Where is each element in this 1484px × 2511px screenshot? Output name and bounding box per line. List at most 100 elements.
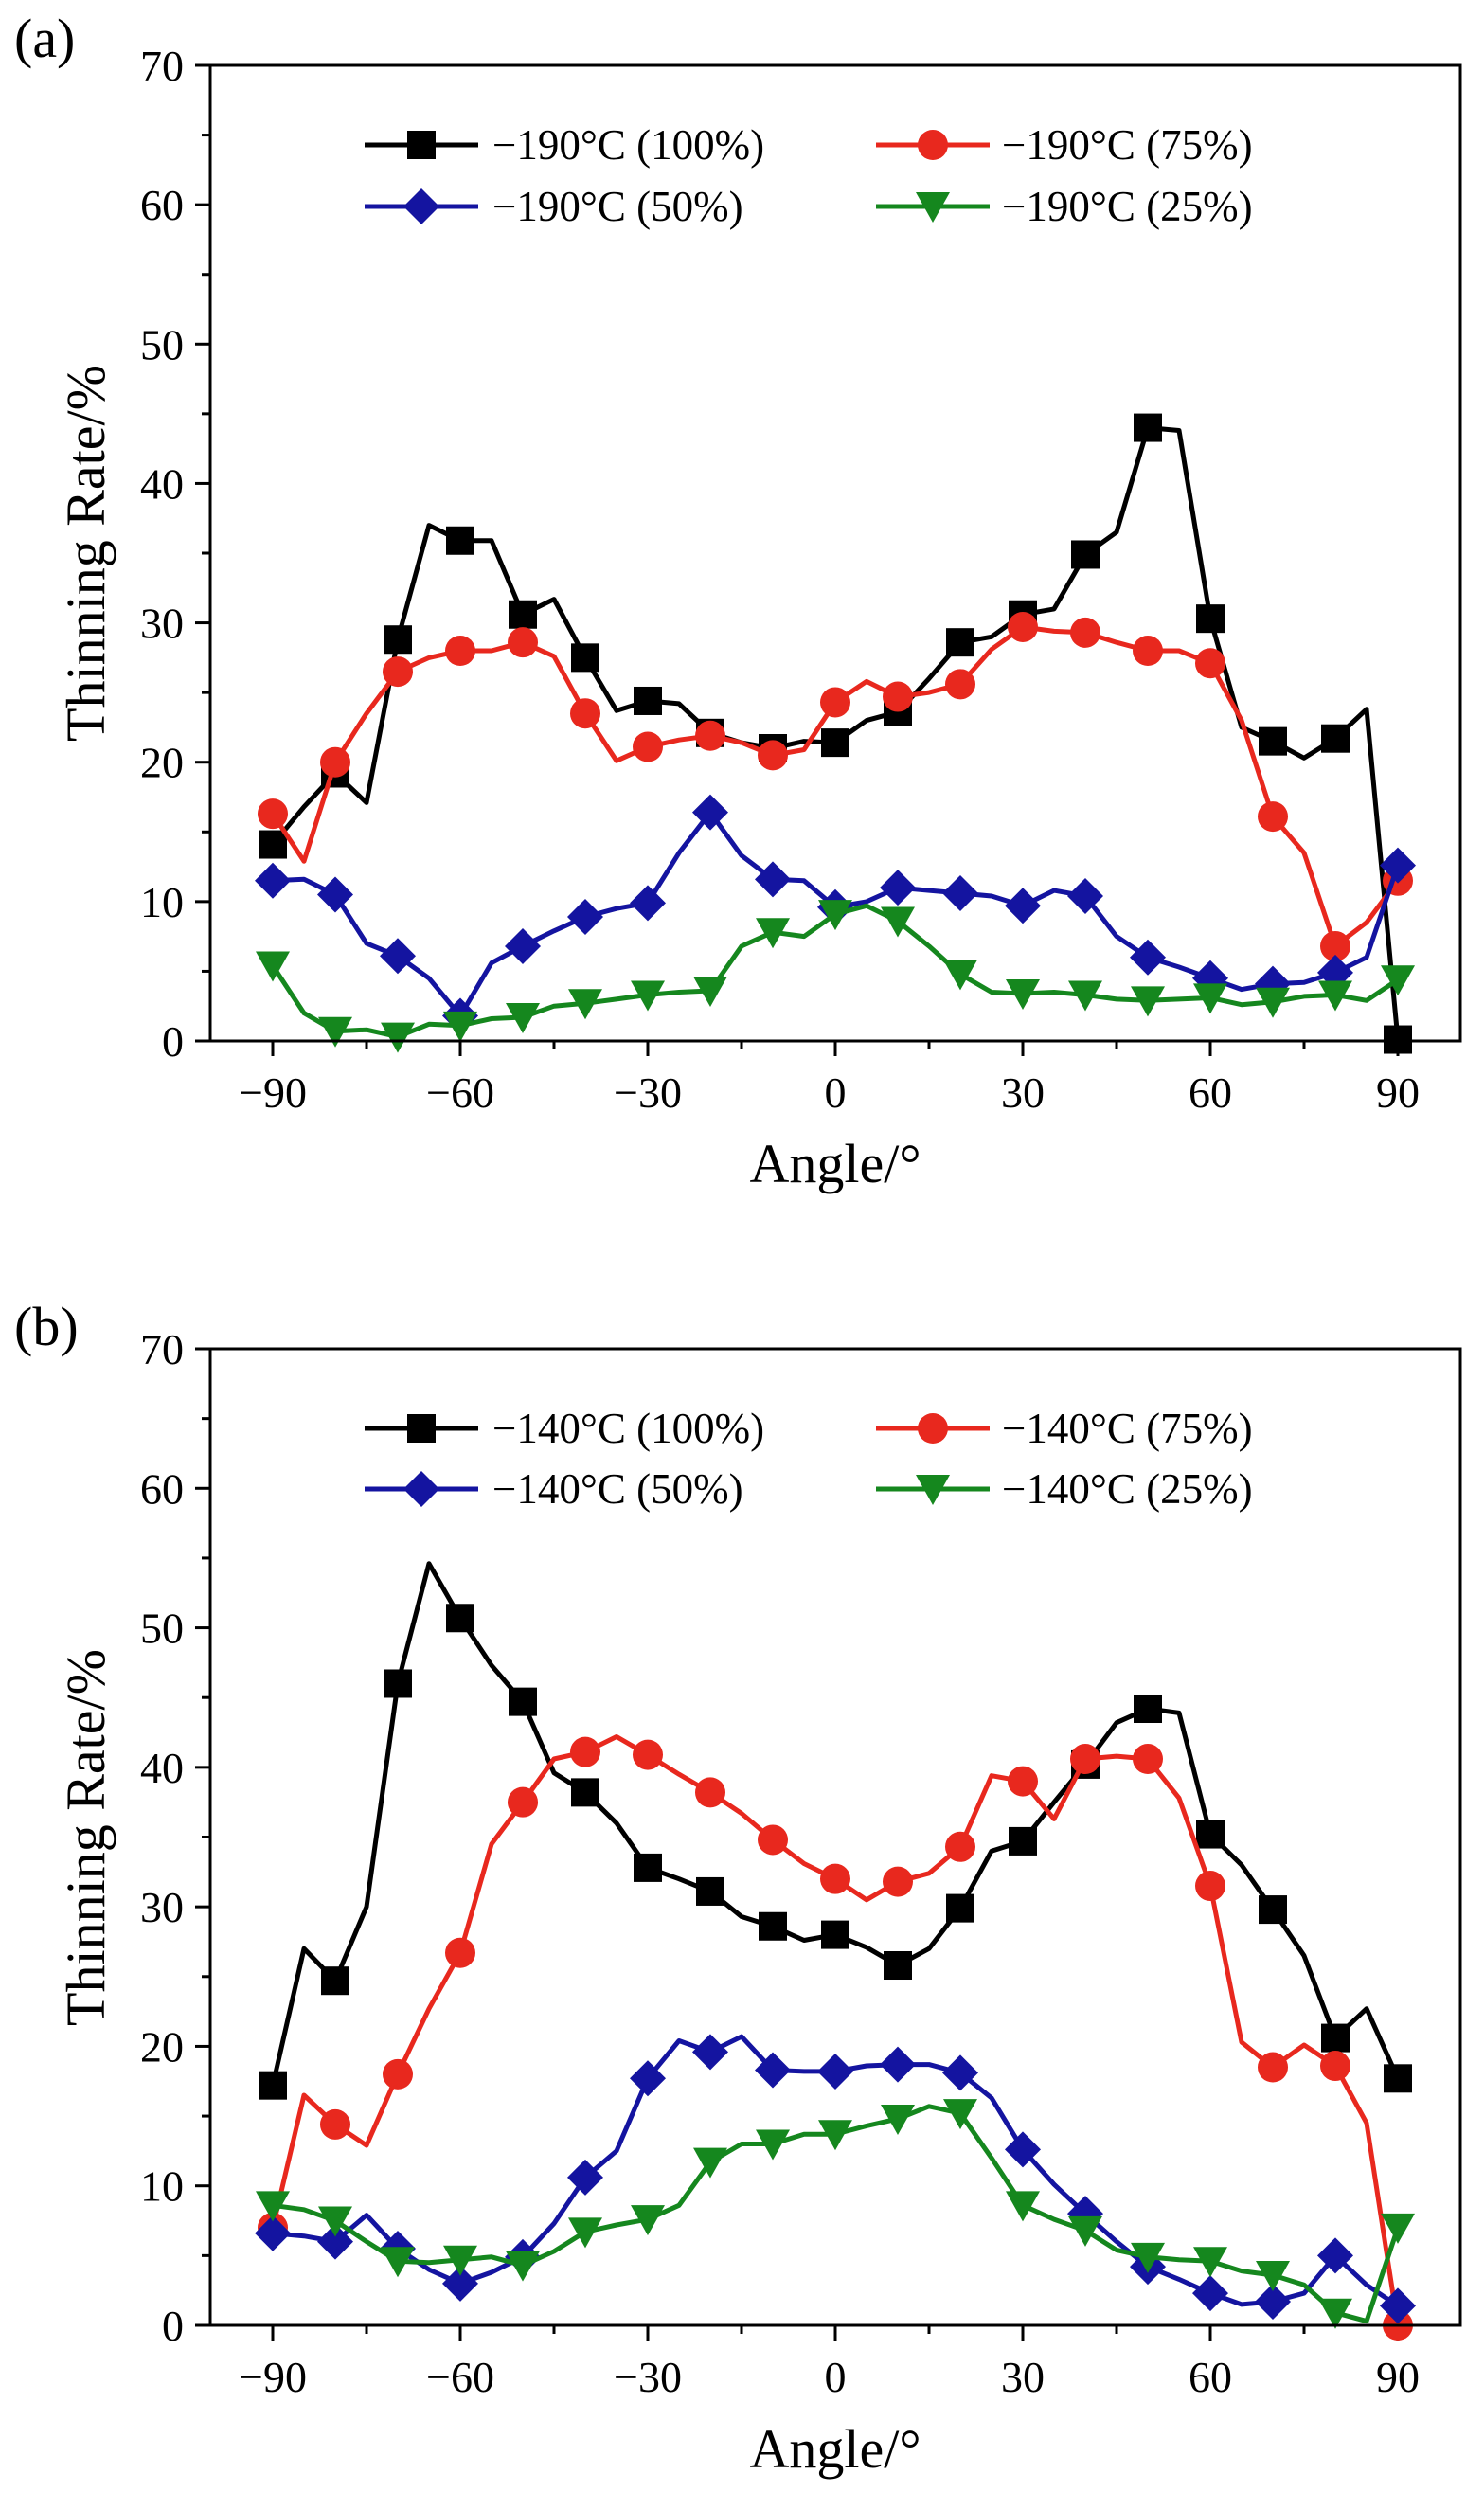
legend-entry-1: −140°C (100%) xyxy=(365,1405,764,1452)
data-point xyxy=(1005,888,1041,924)
x-tick-label: −30 xyxy=(614,1068,682,1117)
legend-label: −190°C (50%) xyxy=(492,183,743,230)
legend-label: −140°C (50%) xyxy=(492,1465,743,1513)
legend-marker-group xyxy=(918,130,948,160)
data-point xyxy=(634,686,662,715)
y-tick-label: 40 xyxy=(140,1744,184,1792)
series-layer xyxy=(255,413,1416,1054)
x-axis-title: Angle/° xyxy=(749,1133,921,1194)
data-point xyxy=(1134,1694,1162,1723)
data-point xyxy=(1258,801,1288,833)
data-point xyxy=(693,977,727,1008)
data-point xyxy=(630,2060,666,2097)
data-point xyxy=(818,900,852,931)
legend-marker-group xyxy=(916,1475,950,1505)
data-point xyxy=(317,2223,353,2260)
data-point xyxy=(946,1893,974,1923)
data-point xyxy=(1317,2237,1353,2274)
data-point xyxy=(1133,1744,1163,1775)
legend-entry-2: −190°C (75%) xyxy=(876,121,1253,169)
series-line-2 xyxy=(270,1734,1401,2326)
panel-a: (a) −90 −60 −30 0 30 60 90 0 10 20 30 40 50 60 70 −190… xyxy=(14,8,1462,1194)
x-tick-label: −30 xyxy=(614,2353,682,2401)
data-point xyxy=(881,906,915,938)
data-point xyxy=(383,656,413,688)
data-point xyxy=(255,862,291,899)
data-point xyxy=(1258,2052,1288,2083)
legend-entry-3: −190°C (50%) xyxy=(365,183,743,230)
data-point xyxy=(817,2053,853,2090)
y-tick-label: 50 xyxy=(140,1605,184,1653)
y-tick-label: 30 xyxy=(140,1883,184,1931)
data-point xyxy=(568,2217,602,2249)
data-point xyxy=(568,989,602,1020)
data-point xyxy=(1131,2242,1165,2273)
legend-marker xyxy=(918,1413,948,1444)
data-point xyxy=(442,2265,478,2302)
data-point xyxy=(321,1966,349,1996)
data-point xyxy=(380,938,416,975)
data-point xyxy=(1259,1895,1287,1925)
plot-frame xyxy=(208,63,1462,1043)
legend-marker-group xyxy=(407,131,436,159)
data-point xyxy=(755,2052,791,2089)
data-point xyxy=(883,681,913,712)
y-tick-label: 60 xyxy=(140,181,184,229)
legend-marker xyxy=(407,131,436,159)
data-point xyxy=(1068,2215,1102,2247)
data-point xyxy=(1192,2275,1228,2312)
data-point xyxy=(320,746,350,778)
data-point xyxy=(1134,413,1162,442)
plot-frame xyxy=(208,1347,1462,2327)
data-point xyxy=(1318,980,1352,1012)
data-point xyxy=(1009,1826,1037,1856)
data-point xyxy=(881,2105,915,2136)
data-point xyxy=(883,1866,913,1897)
data-point xyxy=(1380,2287,1416,2324)
x-tick-label: 60 xyxy=(1189,1068,1232,1117)
data-point xyxy=(818,2120,852,2151)
data-point xyxy=(1256,987,1290,1018)
data-point xyxy=(821,1920,849,1949)
data-point xyxy=(1196,1820,1225,1849)
data-point xyxy=(446,526,474,555)
data-point xyxy=(633,731,663,762)
legend-entry-1: −190°C (100%) xyxy=(365,121,764,169)
data-point xyxy=(508,627,538,658)
y-tick-label: 30 xyxy=(140,600,184,648)
data-point xyxy=(259,2071,287,2100)
legend-label: −140°C (75%) xyxy=(1002,1405,1253,1452)
data-point xyxy=(255,2215,291,2251)
data-point xyxy=(1005,2131,1041,2168)
data-point xyxy=(570,698,600,729)
legend-entry-4: −190°C (25%) xyxy=(876,183,1253,230)
legend-label: −140°C (25%) xyxy=(1002,1465,1253,1513)
data-point xyxy=(1259,726,1287,756)
data-point xyxy=(381,1022,415,1053)
x-tick-label: 60 xyxy=(1189,2353,1232,2401)
legend: −140°C (100%) −140°C (75%) −140°C (50%) … xyxy=(365,1405,1253,1513)
data-point xyxy=(630,885,666,922)
x-tick-label: −60 xyxy=(426,2353,494,2401)
data-point xyxy=(1321,2023,1350,2053)
axes-layer: −90 −60 −30 0 30 60 90 0 10 20 30 40 50 60 70 xyxy=(140,1325,1420,2401)
legend-entry-3: −140°C (50%) xyxy=(365,1465,743,1513)
legend-label: −190°C (75%) xyxy=(1002,121,1253,169)
data-point xyxy=(506,1002,540,1033)
data-point xyxy=(571,1778,599,1807)
legend-entry-4: −140°C (25%) xyxy=(876,1465,1253,1513)
data-point xyxy=(1071,540,1100,569)
data-point xyxy=(570,1736,600,1767)
panel-b: (b) −90 −60 −30 0 30 60 90 0 10 20 30 40 50 60 70 −140… xyxy=(14,1296,1462,2480)
y-tick-label: 20 xyxy=(140,739,184,787)
legend-marker xyxy=(403,1471,439,1507)
data-point xyxy=(695,1777,725,1808)
y-axis-title: Thinning Rate/% xyxy=(55,1649,116,2026)
legend-marker-group xyxy=(403,1471,439,1507)
data-point xyxy=(384,625,412,655)
data-point xyxy=(1384,2064,1412,2093)
legend-marker-group xyxy=(916,192,950,223)
data-point xyxy=(1193,983,1227,1014)
data-point xyxy=(695,720,725,751)
